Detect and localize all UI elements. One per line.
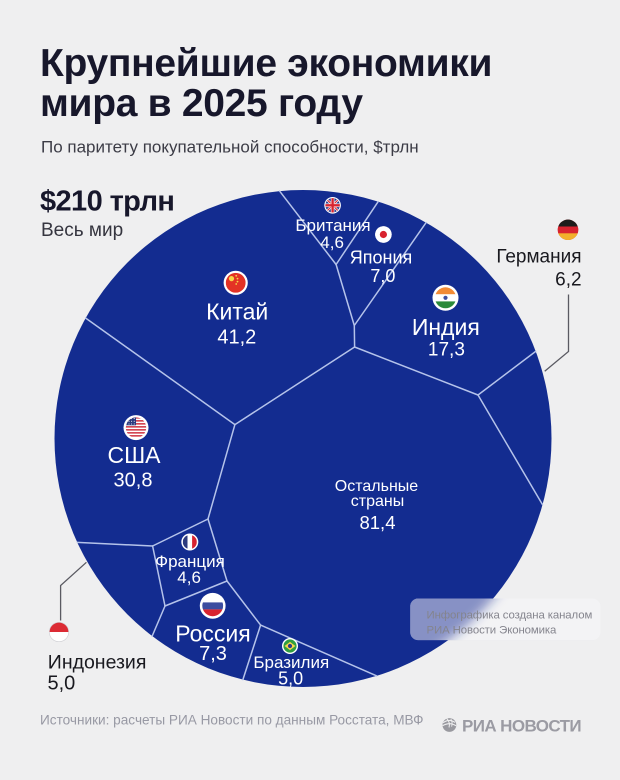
svg-text:Инфографика создана каналом: Инфографика создана каналом: [427, 610, 593, 622]
svg-text:7,3: 7,3: [199, 643, 227, 665]
svg-text:РИА Новости Экономика: РИА Новости Экономика: [427, 625, 557, 637]
svg-text:По паритету покупательной спос: По паритету покупательной способности, $…: [41, 138, 419, 157]
svg-text:Индонезия: Индонезия: [48, 651, 147, 673]
svg-text:Япония: Япония: [350, 248, 413, 268]
svg-text:Весь мир: Весь мир: [41, 220, 123, 241]
svg-text:41,2: 41,2: [217, 327, 256, 349]
svg-text:7,0: 7,0: [370, 266, 395, 286]
svg-text:4,6: 4,6: [177, 568, 201, 587]
svg-text:6,2: 6,2: [555, 270, 581, 291]
svg-text:РИА НОВОСТИ: РИА НОВОСТИ: [462, 717, 581, 736]
svg-text:Китай: Китай: [206, 299, 268, 325]
svg-text:17,3: 17,3: [428, 340, 465, 361]
svg-text:5,0: 5,0: [278, 669, 303, 689]
svg-text:4,6: 4,6: [320, 233, 344, 252]
svg-text:Германия: Германия: [496, 247, 581, 268]
svg-text:мира в 2025 году: мира в 2025 году: [40, 82, 363, 125]
svg-text:$210 трлн: $210 трлн: [40, 186, 174, 218]
svg-text:страны: страны: [351, 493, 404, 510]
svg-text:США: США: [107, 442, 161, 468]
svg-text:30,8: 30,8: [114, 470, 153, 492]
svg-text:Индия: Индия: [412, 314, 480, 340]
svg-text:Источники: расчеты РИА Новости: Источники: расчеты РИА Новости по данным…: [40, 713, 424, 728]
svg-text:5,0: 5,0: [48, 673, 76, 695]
svg-text:81,4: 81,4: [359, 512, 395, 533]
svg-text:Крупнейшие экономики: Крупнейшие экономики: [40, 42, 492, 85]
